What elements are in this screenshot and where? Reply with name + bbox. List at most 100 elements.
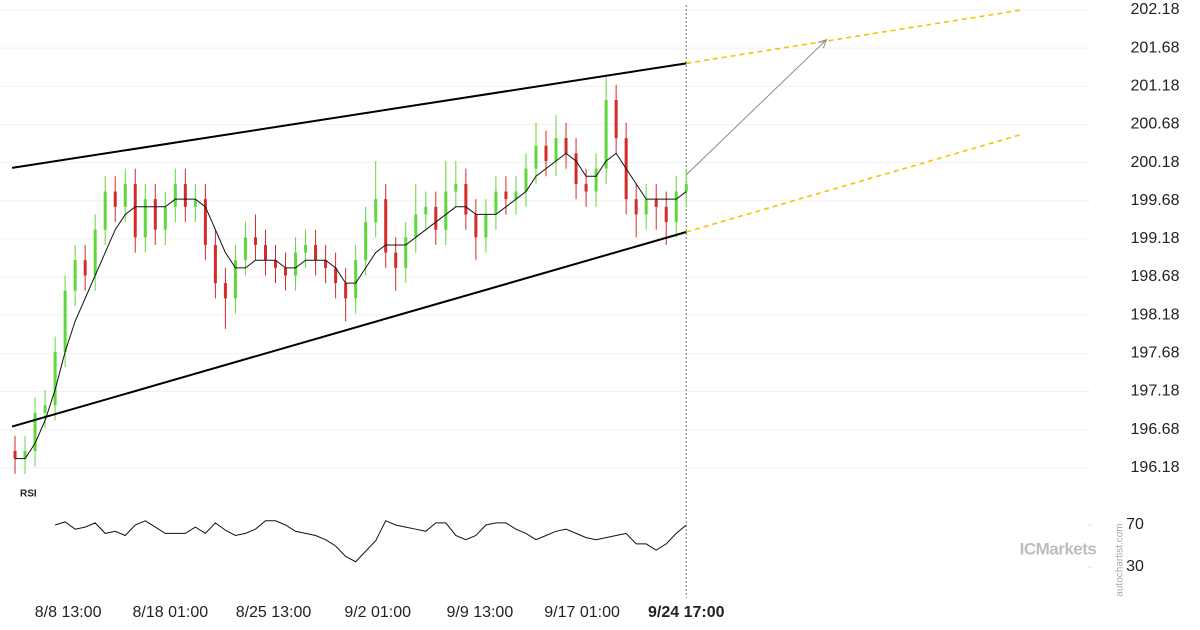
candle-body bbox=[143, 199, 147, 238]
y-tick-label: 197.68 bbox=[1131, 345, 1180, 362]
y-tick-label: 202.18 bbox=[1131, 1, 1180, 18]
candle-body bbox=[183, 183, 187, 207]
trendline bbox=[11, 62, 687, 169]
candle-body bbox=[414, 214, 418, 238]
x-tick-label: 9/2 01:00 bbox=[344, 604, 411, 621]
candle-body bbox=[284, 267, 288, 276]
moving-average bbox=[15, 152, 687, 460]
candle-body bbox=[384, 199, 388, 253]
trendline bbox=[686, 9, 1023, 65]
candle-body bbox=[243, 237, 247, 261]
candle-body bbox=[544, 145, 548, 162]
x-tick-label: 8/25 13:00 bbox=[236, 604, 312, 621]
candle-body bbox=[103, 191, 107, 230]
candle-body bbox=[33, 412, 37, 452]
candle-body bbox=[344, 283, 348, 299]
candle-body bbox=[584, 183, 588, 192]
x-tick-label: 9/9 13:00 bbox=[447, 604, 514, 621]
candle-body bbox=[464, 183, 468, 215]
y-tick-label: 198.68 bbox=[1131, 268, 1180, 285]
candle-body bbox=[233, 260, 237, 299]
trendline bbox=[11, 231, 687, 428]
candle-body bbox=[203, 199, 207, 245]
candle-body bbox=[213, 244, 217, 284]
candle-body bbox=[534, 145, 538, 169]
candle-body bbox=[514, 191, 518, 200]
candle-body bbox=[43, 405, 47, 413]
candle-body bbox=[253, 237, 257, 245]
candle-body bbox=[434, 206, 438, 230]
candle-body bbox=[374, 199, 378, 223]
candle-body bbox=[634, 199, 638, 215]
candle-body bbox=[644, 199, 648, 215]
y-tick-label: 70 bbox=[1126, 516, 1144, 533]
candle-body bbox=[173, 183, 177, 207]
watermark: ICMarkets bbox=[1020, 539, 1097, 558]
candle-body bbox=[664, 206, 668, 223]
candle-body bbox=[564, 138, 568, 154]
candle-body bbox=[153, 199, 157, 230]
x-tick-label: 9/24 17:00 bbox=[648, 604, 725, 621]
candle-body bbox=[474, 214, 478, 238]
candle-body bbox=[404, 237, 408, 268]
candle-body bbox=[294, 252, 298, 276]
y-tick-label: 196.68 bbox=[1131, 421, 1180, 438]
candle-body bbox=[454, 183, 458, 192]
x-tick-label: 8/8 13:00 bbox=[35, 604, 102, 621]
candle-body bbox=[354, 260, 358, 299]
candle-body bbox=[53, 351, 57, 406]
candle-body bbox=[73, 260, 77, 291]
candle-body bbox=[193, 199, 197, 207]
candle-body bbox=[263, 244, 267, 261]
candle-body bbox=[444, 191, 448, 230]
y-tick-label: 199.68 bbox=[1131, 192, 1180, 209]
y-tick-label: 200.68 bbox=[1131, 116, 1180, 133]
candle-body bbox=[484, 214, 488, 238]
credit: autochartist.com bbox=[1115, 523, 1126, 596]
candle-body bbox=[314, 244, 318, 261]
candle-body bbox=[614, 99, 618, 139]
y-tick-label: 201.68 bbox=[1131, 39, 1180, 56]
candle-body bbox=[223, 283, 227, 299]
candle-body bbox=[324, 260, 328, 268]
candle-body bbox=[574, 153, 578, 184]
candle-body bbox=[304, 244, 308, 253]
y-tick-label: 198.18 bbox=[1131, 306, 1180, 323]
candle-body bbox=[504, 191, 508, 200]
grid-layer bbox=[0, 5, 1092, 598]
candle-body bbox=[494, 191, 498, 215]
candle-body bbox=[424, 206, 428, 215]
y-tick-label: 30 bbox=[1126, 558, 1144, 575]
candle-body bbox=[594, 168, 598, 192]
rsi-title: RSI bbox=[20, 489, 37, 500]
candle-body bbox=[23, 451, 27, 459]
candle-body bbox=[93, 229, 97, 276]
rsi-line bbox=[54, 520, 687, 563]
y-tick-label: 196.18 bbox=[1131, 459, 1180, 476]
candle-body bbox=[554, 138, 558, 162]
candle-body bbox=[524, 168, 528, 192]
y-tick-label: 199.18 bbox=[1131, 230, 1180, 247]
candle-body bbox=[83, 260, 87, 276]
candle-body bbox=[334, 267, 338, 284]
candle-body bbox=[163, 206, 167, 230]
candle-body bbox=[604, 99, 608, 169]
candle-body bbox=[63, 290, 67, 352]
y-tick-label: 200.18 bbox=[1131, 154, 1180, 171]
candle-body bbox=[113, 191, 117, 207]
candle-body bbox=[394, 252, 398, 268]
trendline bbox=[686, 133, 1023, 233]
candle-body bbox=[123, 183, 127, 207]
x-tick-label: 9/17 01:00 bbox=[544, 604, 620, 621]
y-tick-label: 197.18 bbox=[1131, 383, 1180, 400]
candle-body bbox=[684, 183, 688, 192]
forecast-arrow bbox=[685, 38, 828, 176]
y-tick-label: 201.18 bbox=[1131, 77, 1180, 94]
plot-layer: 196.18 196.68 197.18 197.68 198.18 198.68 199.… bbox=[11, 1, 1180, 621]
candle-body bbox=[654, 199, 658, 207]
x-tick-label: 8/18 01:00 bbox=[133, 604, 209, 621]
candle-body bbox=[364, 222, 368, 261]
candle-body bbox=[13, 451, 17, 459]
candle-body bbox=[274, 260, 278, 268]
